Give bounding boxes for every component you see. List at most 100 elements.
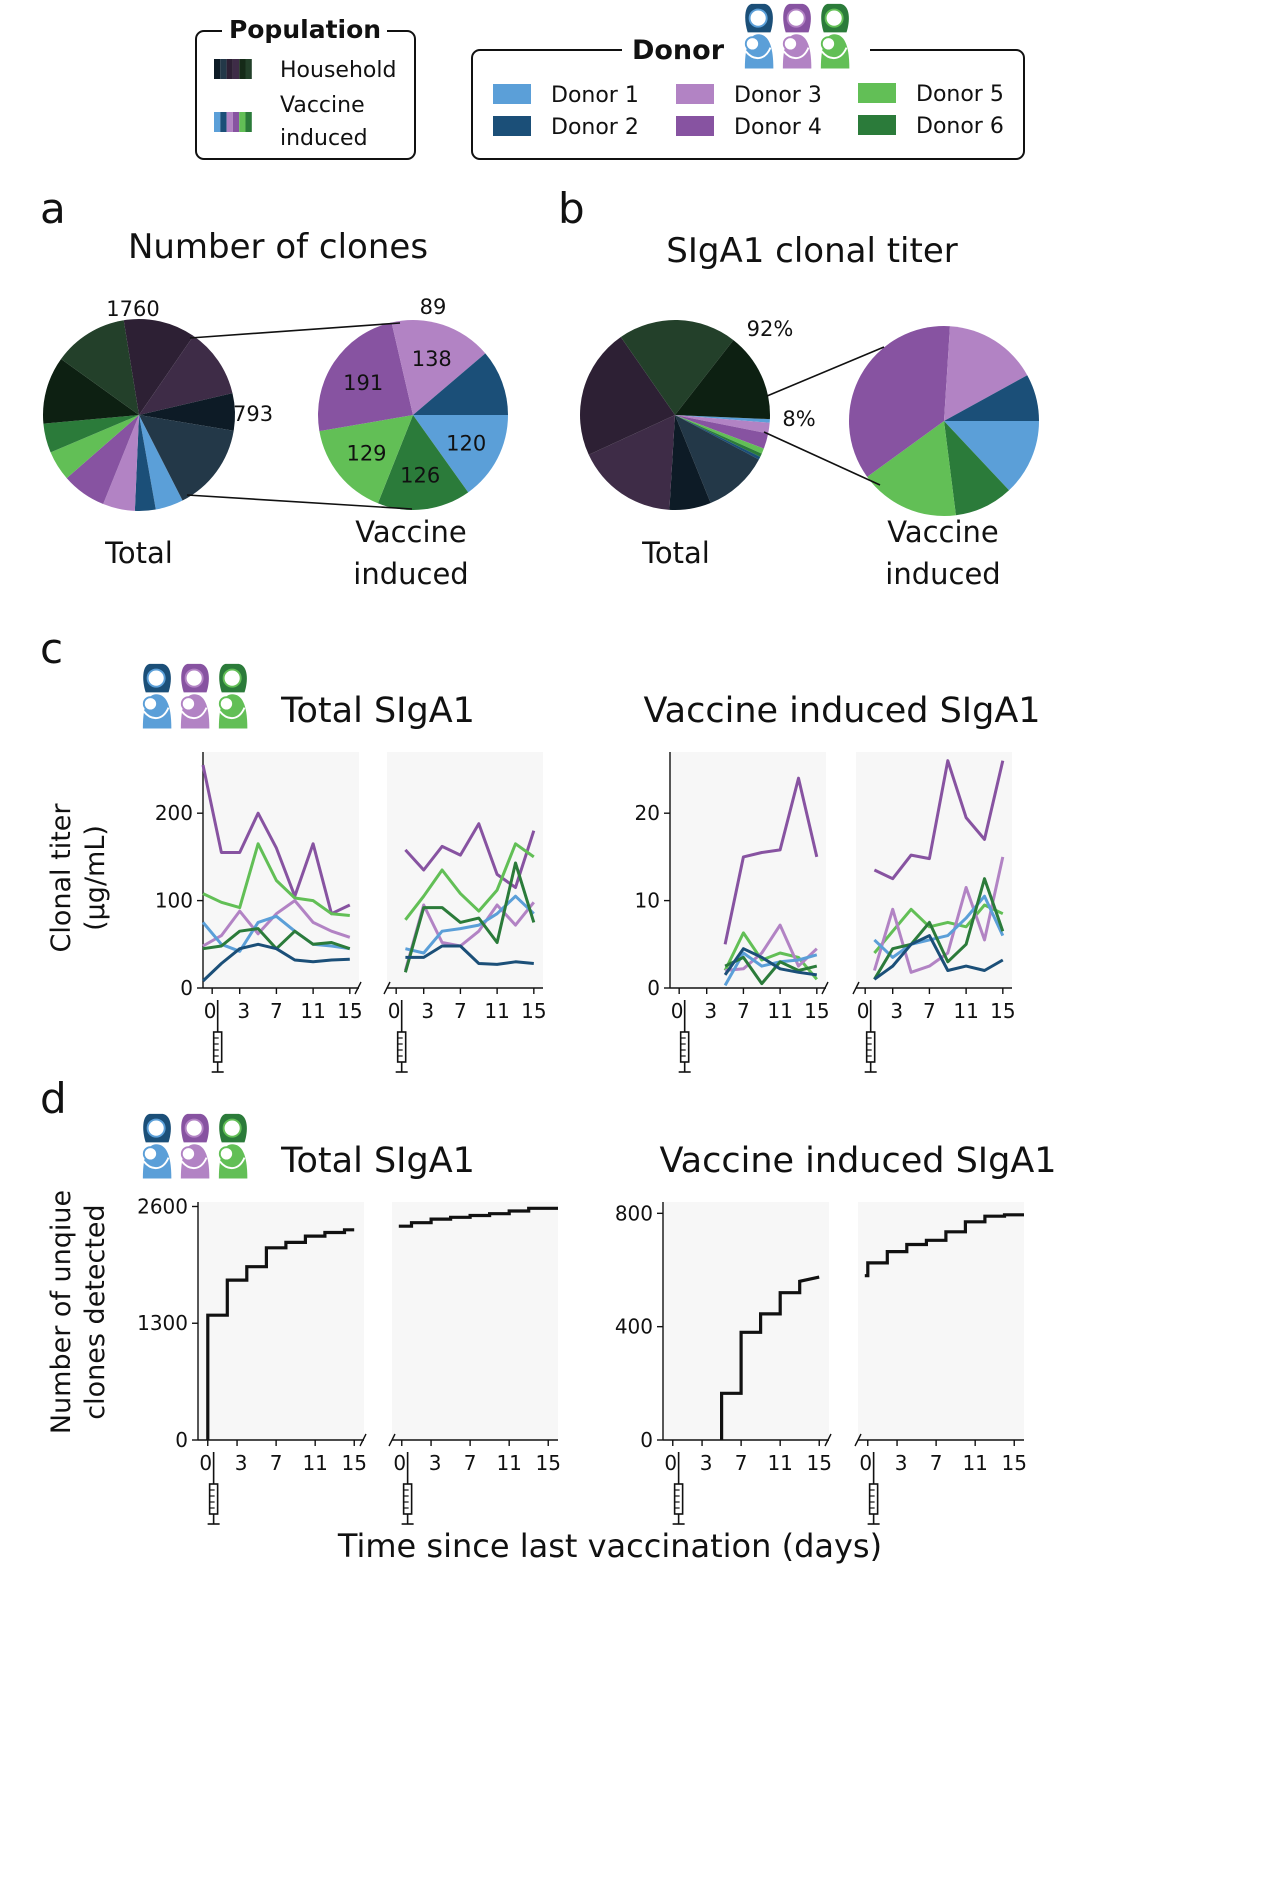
population-legend-title: Population (229, 15, 381, 44)
pie-slice (391, 319, 486, 415)
mother-child-icon (180, 1113, 210, 1179)
panel-letter-c: c (40, 624, 63, 673)
series-line-right (872, 856, 1005, 974)
vaccine-swatch-stripe (214, 112, 221, 132)
x-tick-label: 3 (700, 1451, 713, 1475)
child-wrap-shape (821, 47, 848, 59)
pie-slice (139, 393, 236, 431)
x-tick-label: 7 (930, 1451, 943, 1475)
pie-slice (675, 415, 761, 460)
vaccine-swatch-stripe (245, 112, 252, 132)
household-swatch-stripe (220, 59, 227, 79)
pie-slice (50, 415, 139, 479)
x-tick-label: 7 (464, 1451, 477, 1475)
pie-b-vaccine (848, 326, 1039, 516)
x-tick-label: 0 (857, 999, 870, 1023)
child-face-shape (782, 36, 799, 52)
panel-letter-a: a (40, 184, 66, 233)
child-wrap-shape (219, 1157, 246, 1169)
x-tick-label: 11 (767, 1451, 792, 1475)
series-line-right (873, 894, 1005, 959)
pie-slice (139, 335, 233, 415)
y-tick-label: 0 (640, 1428, 653, 1452)
pie-slice (377, 415, 469, 510)
child-face-shape (180, 696, 197, 712)
pie-slice (319, 415, 413, 504)
pie-slice-label: 120 (446, 431, 486, 455)
pie-slice (944, 375, 1039, 421)
household-swatch-stripe (232, 59, 240, 79)
pie-slice (848, 326, 950, 477)
y-tick-label: 0 (175, 1428, 188, 1452)
x-tick-label: 15 (807, 1451, 832, 1475)
x-tick-label: 3 (235, 1451, 248, 1475)
pie-b-household-pct: 92% (747, 317, 794, 341)
vaccine-label-line1: Vaccine (280, 93, 365, 118)
plot-background-right (858, 1202, 1024, 1440)
panel-a-title: Number of clones (128, 227, 428, 267)
series-line-right (404, 822, 536, 889)
pie-slice (867, 421, 956, 516)
panel-d-ylabel-1: Number of unqiue (46, 1190, 77, 1434)
donor-swatch (858, 115, 896, 135)
child-wrap-shape (143, 1157, 170, 1169)
pie-slice (413, 353, 508, 415)
pie-slice (318, 322, 413, 432)
vaccination-marker-barrel (212, 1031, 223, 1063)
series-line-right (873, 877, 1005, 981)
pie-a-total (42, 318, 236, 511)
y-tick-label: 400 (615, 1315, 653, 1339)
axis-break-mark (852, 981, 860, 995)
child-face-shape (820, 36, 837, 52)
cumulative-step-left (206, 1228, 355, 1440)
household-swatch-stripe (214, 59, 221, 79)
donor-legend-items: Donor 1 Donor 2 Donor 3 Donor 4 Donor 5 Donor… (493, 82, 1004, 140)
plot-background-left (663, 1202, 829, 1440)
mother-child-icon (744, 3, 774, 69)
x-tick-label: 7 (923, 999, 936, 1023)
axis-break-mark (383, 981, 391, 995)
x-tick-label: 0 (859, 1451, 872, 1475)
series-line-right (403, 861, 536, 973)
mother-face-shape (748, 8, 768, 28)
series-line-left (202, 842, 350, 917)
x-tick-label: 0 (204, 999, 217, 1023)
pie-a-donor2-count: 89 (420, 295, 447, 319)
child-wrap-shape (181, 1157, 208, 1169)
mother-child-icon (820, 3, 850, 69)
vaccine-label-line2: induced (280, 126, 368, 151)
vaccine-swatch-stripe (220, 112, 227, 132)
pie-slice (675, 415, 770, 434)
pie-slice (42, 358, 140, 424)
panel-c-mother-icons (142, 663, 248, 729)
axis-break-mark (359, 1433, 367, 1447)
pie-a-vaccine-label-1: Vaccine (355, 515, 467, 549)
donor-icons (744, 3, 850, 69)
household-swatch-stripe (226, 59, 233, 79)
vaccination-marker-barrel (679, 1031, 690, 1063)
x-tick-label: 0 (388, 999, 401, 1023)
mother-child-icon (218, 1113, 248, 1179)
pie-slice (675, 415, 770, 423)
pie-slice (944, 421, 1039, 491)
vaccination-marker-barrel (396, 1031, 407, 1063)
donor-label: Donor 4 (734, 115, 822, 140)
series-line-right (404, 842, 535, 921)
cumulative-step-left (719, 1275, 820, 1440)
pie-slice (944, 326, 1028, 421)
panel-d-ylabel-2: clones detected (80, 1204, 111, 1419)
panel-c-ylabel-2: (µg/mL) (80, 825, 111, 931)
child-face-shape (142, 696, 159, 712)
pie-slice (675, 340, 771, 420)
pie-slice-label: 126 (400, 463, 440, 487)
pie-b-connector-top (766, 346, 885, 397)
pie-slice (66, 415, 139, 505)
series-line-right (405, 894, 535, 955)
panel-d-mother-icons (142, 1113, 248, 1179)
x-tick-label: 15 (804, 999, 829, 1023)
series-line-left (724, 955, 818, 986)
vaccination-marker-barrel (865, 1031, 876, 1063)
household-swatch-stripe (239, 59, 246, 79)
child-face-shape (218, 1146, 235, 1162)
panel-c-ylabel-1: Clonal titer (46, 803, 77, 953)
